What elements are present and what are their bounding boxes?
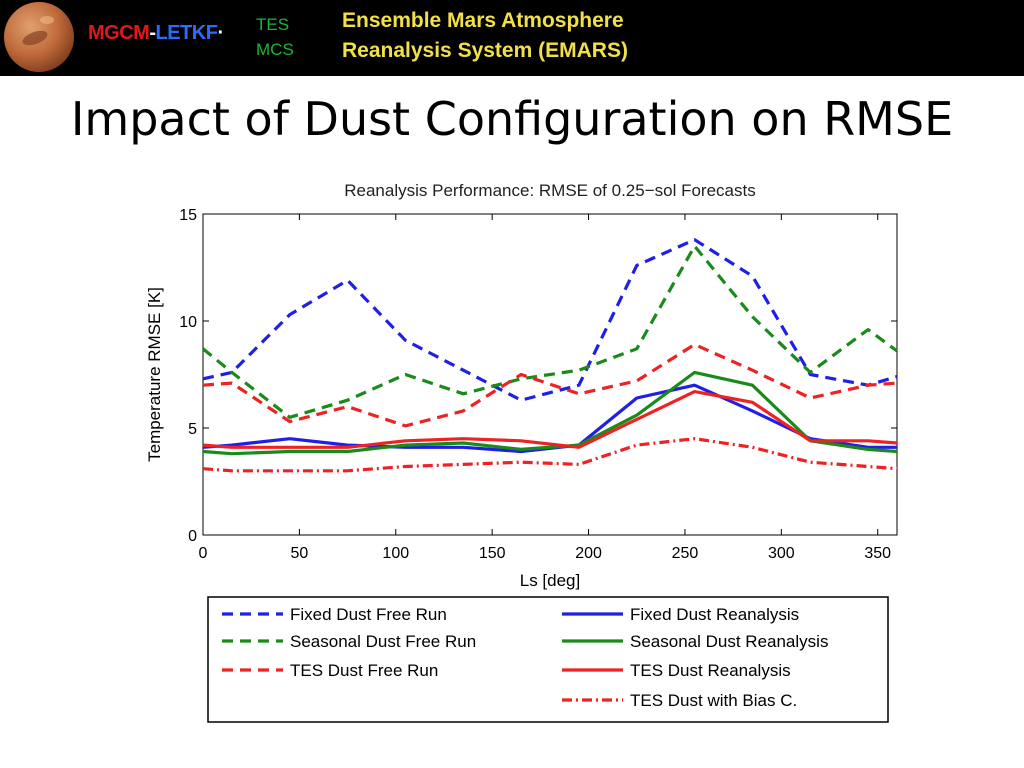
series-line-5 [202,370,898,456]
x-tick-label: 100 [382,545,409,562]
logo-letkf-text: LETKF [155,22,218,44]
legend-label-2: Seasonal Dust Free Run [290,632,476,651]
x-tick-label: 250 [672,545,699,562]
logo-separator: - [149,22,156,44]
x-tick-label: 0 [199,545,208,562]
mgcm-letkf-logo: MGCM-LETKF· [88,22,224,45]
y-axis-label: Temperature RMSE [K] [145,287,164,462]
y-tick-label: 10 [179,314,197,331]
x-axis-label: Ls [deg] [520,571,581,590]
legend-label-3: TES Dust Free Run [290,661,438,680]
x-tick-label: 350 [864,545,891,562]
legend-label-7: TES Dust with Bias C. [630,691,797,710]
banner-heading-line2: Reanalysis System (EMARS) [342,39,628,62]
legend-box [207,596,889,723]
instrument-labels: TES MCS [256,12,294,62]
series-line-1 [202,238,898,402]
y-tick-label: 0 [188,528,197,545]
y-tick-label: 5 [188,421,197,438]
legend-label-5: Seasonal Dust Reanalysis [630,632,828,651]
x-tick-label: 50 [290,545,308,562]
x-tick-label: 150 [479,545,506,562]
banner-heading-line1: Ensemble Mars Atmosphere [342,9,624,32]
legend-label-4: Fixed Dust Reanalysis [630,605,799,624]
header-banner: MGCM-LETKF· TES MCS Ensemble Mars Atmosp… [0,0,1024,76]
instrument-mcs: MCS [256,40,294,59]
series-line-7 [202,437,898,473]
series-line-3 [202,342,898,428]
series-line-6 [202,390,898,449]
chart-title: Reanalysis Performance: RMSE of 0.25−sol… [344,181,755,200]
mars-planet-logo [4,2,74,72]
x-tick-label: 300 [768,545,795,562]
y-tick-label: 15 [179,207,197,224]
x-tick-label: 200 [575,545,602,562]
slide-title: Impact of Dust Configuration on RMSE [70,92,954,146]
instrument-tes: TES [256,15,290,34]
mars-surface-highlight [40,16,54,24]
legend-label-1: Fixed Dust Free Run [290,605,447,624]
legend-label-6: TES Dust Reanalysis [630,661,791,680]
logo-mgcm-text: MGCM [88,22,150,44]
logo-dot: · [217,22,224,44]
banner-heading: Ensemble Mars Atmosphere Reanalysis Syst… [342,6,628,66]
series-line-2 [201,244,898,419]
